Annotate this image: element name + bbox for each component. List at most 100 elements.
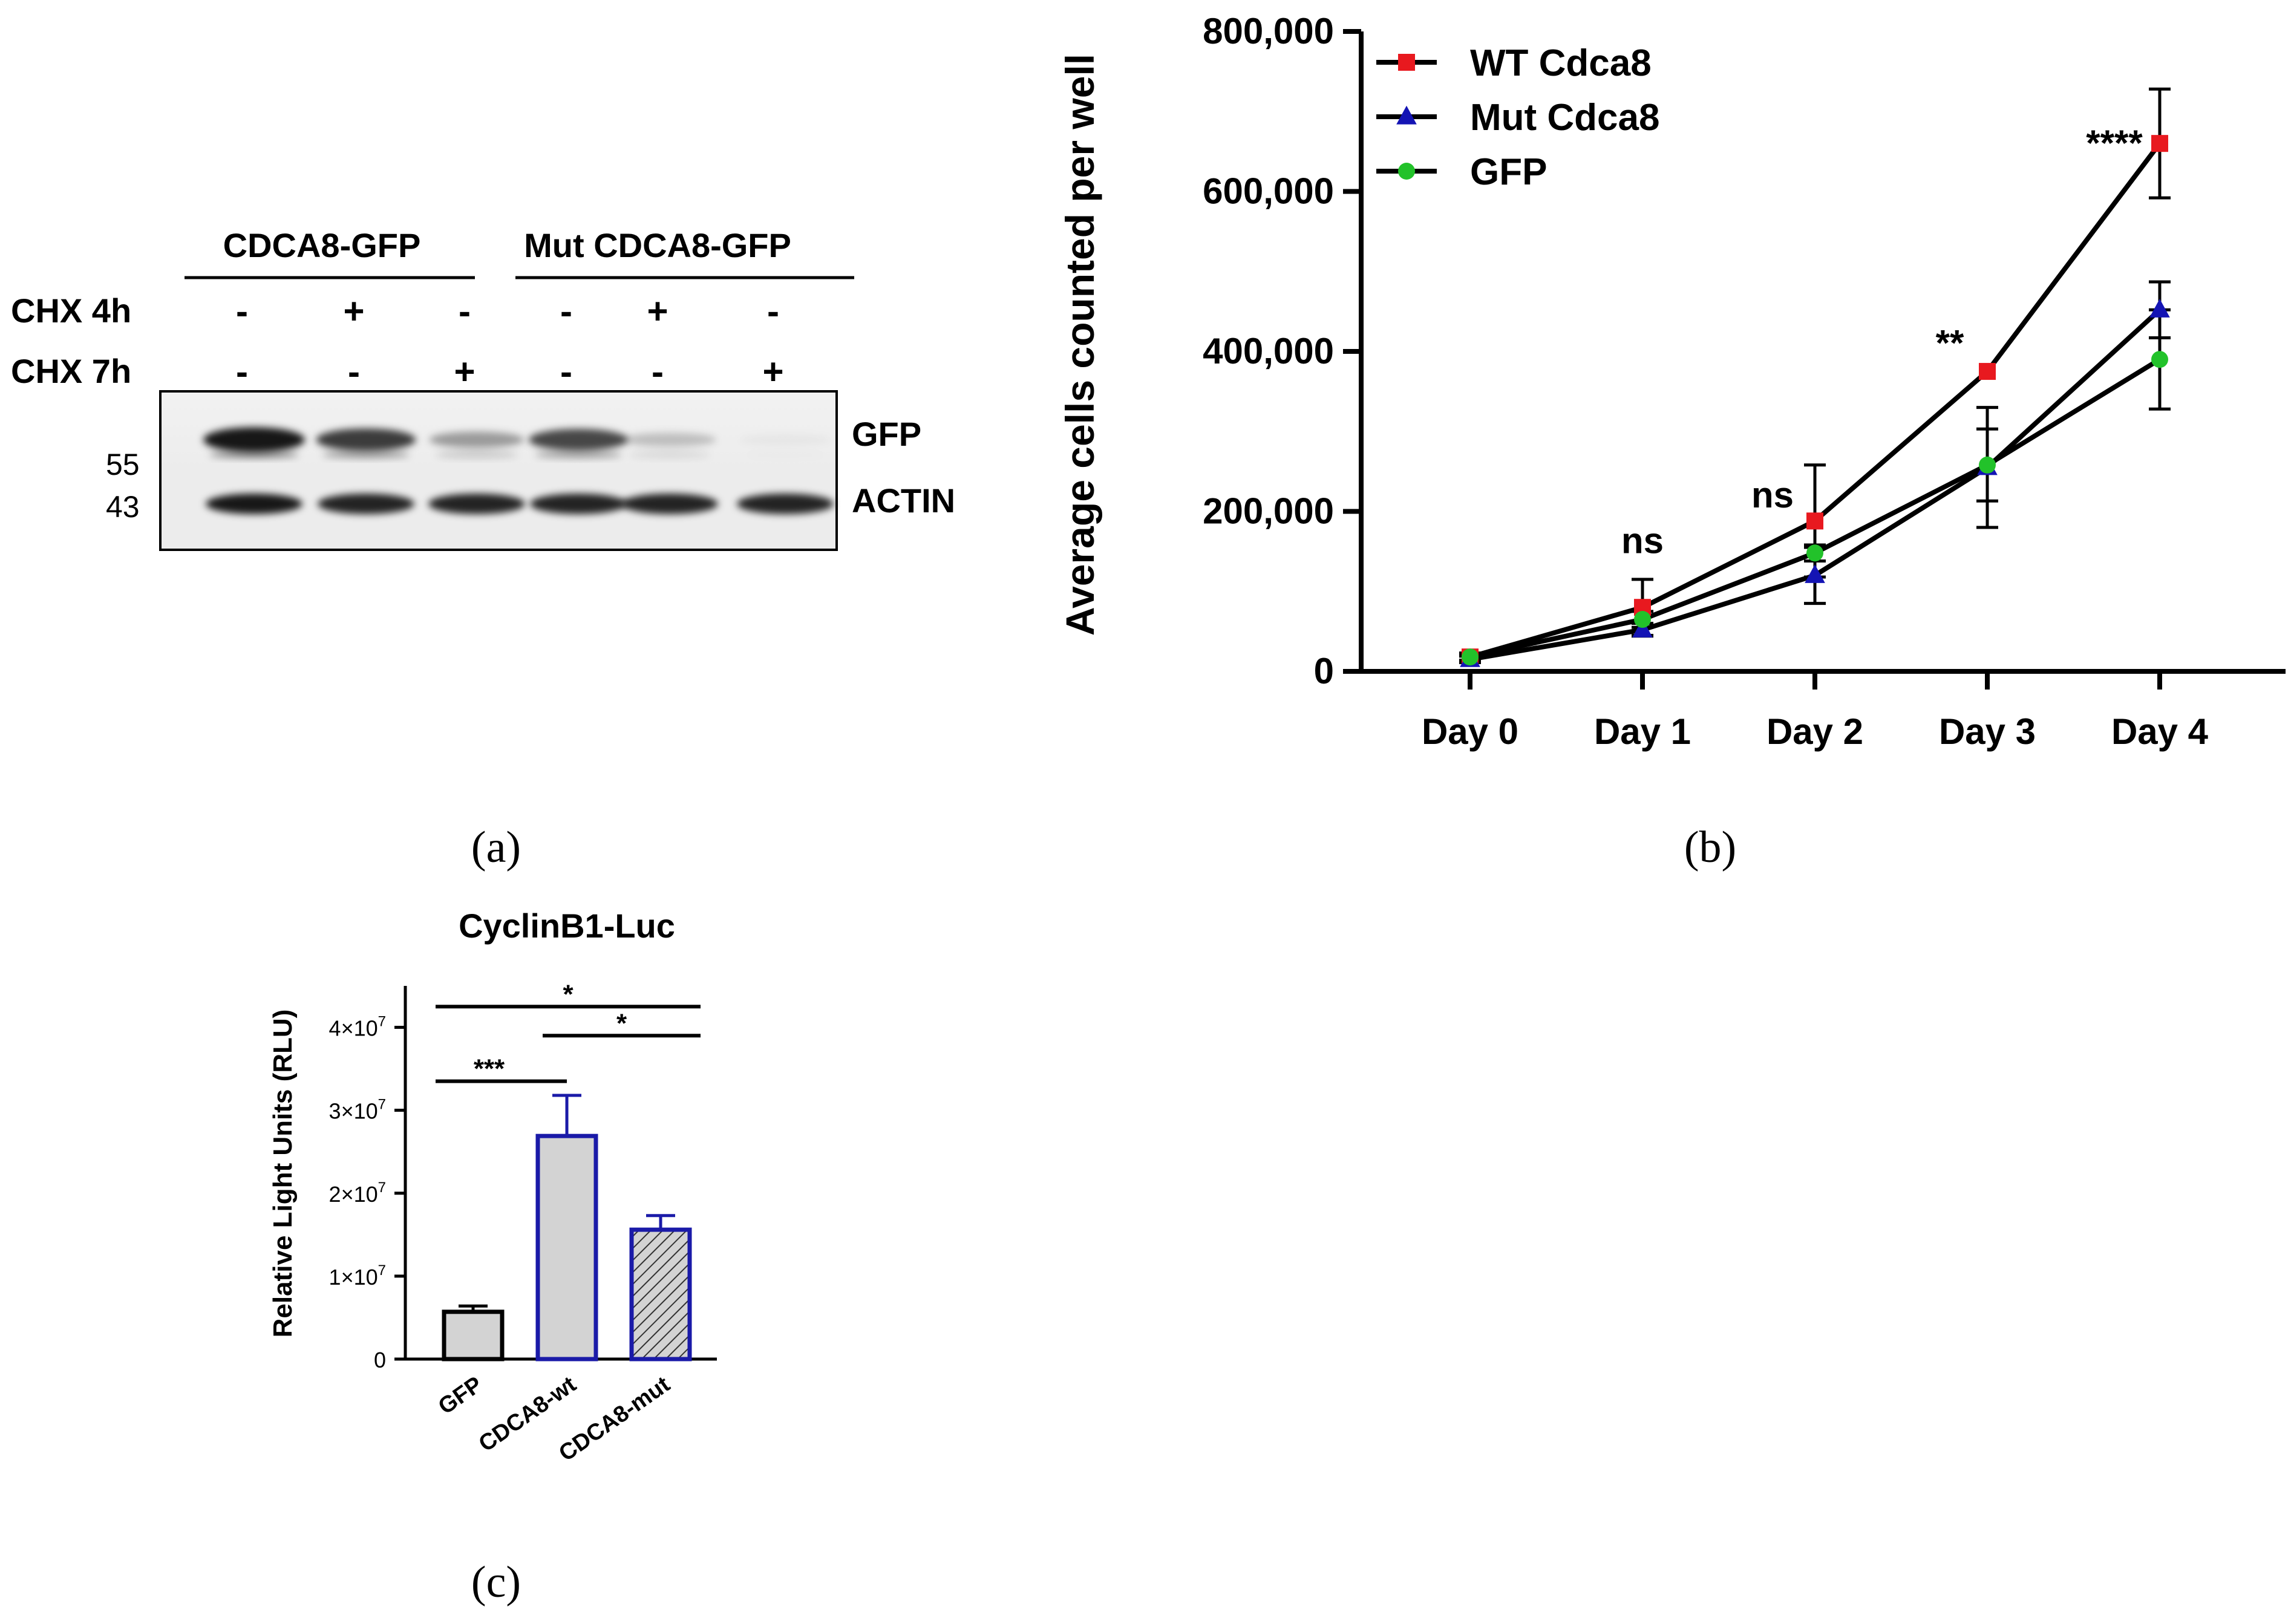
panel-label-c: (c) — [471, 1557, 521, 1607]
luc-y-tick-label: 4×107 — [329, 1014, 386, 1041]
gfp-band-row — [203, 427, 831, 458]
growth-point — [1979, 363, 1996, 380]
chx-4h-mark: - — [236, 291, 248, 331]
growth-y-tick-label: 800,000 — [1203, 11, 1334, 51]
luc-y-tick-label: 2×107 — [329, 1179, 386, 1207]
chx-7h-mark: - — [236, 351, 248, 392]
growth-x-tick-label: Day 3 — [1939, 711, 2036, 752]
band-label-actin: ACTIN — [852, 481, 955, 520]
growth-significance: ** — [1936, 323, 1964, 364]
legend-marker — [1398, 163, 1415, 180]
gfp-band-lower — [435, 451, 518, 458]
luc-y-tick-label: 0 — [374, 1348, 386, 1372]
actin-band — [737, 494, 834, 514]
legend-label: WT Cdca8 — [1470, 42, 1652, 84]
actin-band — [530, 494, 627, 514]
luc-bar — [442, 1309, 505, 1361]
growth-point — [2149, 299, 2170, 318]
panel-label-b: (b) — [1684, 823, 1736, 872]
chx-4h-mark: + — [343, 291, 364, 331]
chx-4h-mark: - — [767, 291, 779, 331]
actin-band — [428, 494, 525, 514]
group-label-wt: CDCA8-GFP — [223, 226, 421, 264]
luc-bar — [535, 1133, 598, 1361]
gfp-band — [529, 428, 628, 451]
gfp-band-lower — [535, 451, 622, 458]
growth-x-tick-label: Day 1 — [1594, 711, 1691, 752]
gfp-band-lower — [629, 451, 710, 458]
luc-bar — [629, 1227, 692, 1361]
growth-significance: ns — [1621, 520, 1664, 561]
panel-label-a: (a) — [471, 823, 521, 872]
chx-7h-mark: - — [560, 351, 572, 392]
gfp-band-lower — [746, 451, 825, 458]
growth-axes: 0 200,000 400,000 600,000 800,000 Day 0 Day 1 D… — [1057, 11, 2286, 752]
growth-series — [1459, 87, 2171, 667]
legend-label: GFP — [1470, 151, 1547, 193]
growth-point — [2151, 135, 2168, 152]
growth-y-tick-label: 0 — [1314, 651, 1334, 691]
chx-4h-mark: - — [560, 291, 572, 331]
luciferase-panel: CyclinB1-Luc 0 1×107 2×107 3×107 4×107 Relati… — [268, 907, 717, 1607]
legend-marker — [1398, 54, 1415, 71]
gfp-band — [316, 428, 416, 451]
chx-7h-mark: + — [454, 351, 475, 392]
luc-significance: ***** — [436, 979, 701, 1084]
chx-7h-treatment-row: - - + - - + — [236, 351, 784, 392]
growth-x-tick-label: Day 0 — [1422, 711, 1518, 752]
luc-significance-label: *** — [474, 1054, 505, 1084]
growth-point — [1979, 456, 1996, 474]
gfp-band — [203, 427, 305, 452]
growth-point — [1462, 648, 1479, 666]
luc-significance-label: * — [616, 1008, 627, 1038]
gfp-band-lower — [209, 451, 299, 458]
growth-y-axis-label: Average cells counted per well — [1057, 54, 1102, 636]
chx-4h-mark: + — [647, 291, 668, 331]
growth-point — [1632, 619, 1653, 638]
growth-significance: ns — [1751, 475, 1794, 515]
actin-band — [621, 494, 718, 514]
chx-7h-mark: - — [348, 351, 360, 392]
luc-y-tick-label: 3×107 — [329, 1097, 386, 1124]
gfp-band — [429, 431, 525, 448]
legend-label: Mut Cdca8 — [1470, 97, 1659, 139]
growth-point — [2151, 351, 2168, 368]
gfp-band-lower — [322, 451, 410, 458]
luc-y-tick-label: 1×107 — [329, 1262, 386, 1290]
western-blot-panel: CDCA8-GFP Mut CDCA8-GFP CHX 4h CHX 7h - +… — [11, 226, 955, 872]
growth-significance: **** — [2086, 123, 2143, 163]
band-label-gfp: GFP — [852, 415, 921, 453]
chx-4h-treatment-row: - + - - + - — [236, 291, 779, 331]
chx-4h-mark: - — [459, 291, 471, 331]
growth-point — [1806, 512, 1823, 530]
chx-7h-mark: - — [652, 351, 664, 392]
mw-marker-43: 43 — [106, 490, 140, 524]
luc-chart-title: CyclinB1-Luc — [459, 907, 675, 945]
growth-x-tick-label: Day 4 — [2111, 711, 2209, 752]
luc-x-tick-label: GFP — [434, 1372, 487, 1420]
mw-marker-55: 55 — [106, 448, 140, 481]
actin-band — [206, 494, 302, 514]
growth-point — [1805, 564, 1825, 583]
growth-curve-panel: 0 200,000 400,000 600,000 800,000 Day 0 Day 1 D… — [1057, 11, 2286, 872]
growth-y-tick-label: 200,000 — [1203, 491, 1334, 532]
row-label-chx7h: CHX 7h — [11, 352, 131, 390]
growth-x-tick-label: Day 2 — [1766, 711, 1863, 752]
gfp-band — [623, 432, 716, 447]
legend-marker — [1396, 105, 1417, 125]
actin-band — [318, 494, 414, 514]
growth-y-tick-label: 600,000 — [1203, 171, 1334, 212]
group-label-mut: Mut CDCA8-GFP — [524, 226, 791, 264]
gfp-band — [740, 434, 831, 446]
growth-legend: WT Cdca8 Mut Cdca8 GFP — [1376, 42, 1659, 193]
growth-y-tick-label: 400,000 — [1203, 331, 1334, 371]
luc-y-axis-label: Relative Light Units (RLU) — [268, 1009, 298, 1338]
chx-7h-mark: + — [762, 351, 783, 392]
luc-significance-label: * — [563, 979, 574, 1009]
row-label-chx4h: CHX 4h — [11, 292, 131, 330]
actin-band-row — [206, 494, 834, 514]
growth-point — [1806, 544, 1823, 562]
